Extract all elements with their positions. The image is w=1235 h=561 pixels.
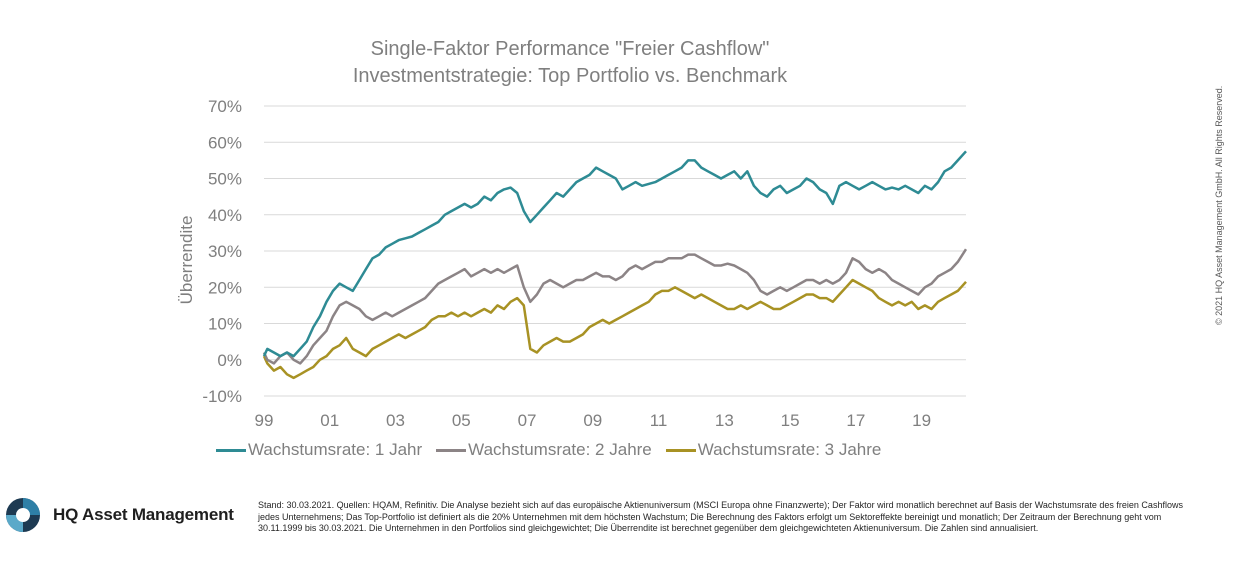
y-tick-label: -10% [202,387,242,406]
legend-item: Wachstumsrate: 3 Jahre [665,440,882,460]
x-tick-label: 09 [583,411,602,430]
y-tick-label: 10% [208,315,242,334]
legend-swatch [436,448,467,452]
legend-item: Wachstumsrate: 1 Jahr [216,440,422,460]
chart-title-block: Single-Faktor Performance "Freier Cashfl… [260,36,880,90]
legend-swatch [216,448,246,452]
y-tick-label: 40% [208,206,242,225]
series-line [262,248,968,365]
x-tick-label: 01 [320,411,339,430]
y-tick-label: 50% [208,170,242,189]
y-tick-label: 0% [217,351,242,370]
x-tick-label: 05 [452,411,471,430]
company-logo: HQ Asset Management [5,497,234,533]
x-tick-label: 99 [255,411,274,430]
footnote: Stand: 30.03.2021. Quellen: HQAM, Refini… [258,500,1183,533]
y-tick-label: 60% [208,133,242,152]
x-tick-label: 19 [912,411,931,430]
y-tick-label: 70% [208,97,242,116]
x-tick-label: 07 [518,411,537,430]
copyright-notice: © 2021 HQ Asset Management GmbH. All Rig… [1214,85,1224,325]
series-line [262,150,967,358]
y-tick-label: 30% [208,242,242,261]
hq-logo-icon [6,498,40,532]
x-tick-label: 15 [781,411,800,430]
chart-title: Single-Faktor Performance "Freier Cashfl… [370,38,770,60]
x-tick-label: 17 [846,411,865,430]
y-axis-label: Überrendite [177,216,196,305]
chart-subtitle: Investmentstrategie: Top Portfolio vs. B… [352,65,788,87]
series-lines [262,150,968,380]
x-axis-ticks: 99 01 03 05 07 09 11 13 15 17 19 [255,411,932,430]
legend-label: Wachstumsrate: 2 Jahre [468,440,652,459]
y-axis-ticks: -10% 0% 10% 20% 30% 40% 50% 60% 70% [202,97,242,406]
logo-text: HQ Asset Management [53,505,234,524]
y-tick-label: 20% [208,278,242,297]
x-tick-label: 11 [650,411,668,430]
x-tick-label: 13 [715,411,734,430]
legend-label: Wachstumsrate: 3 Jahre [697,440,882,459]
legend-swatch [665,448,696,452]
legend-label: Wachstumsrate: 1 Jahr [248,440,423,459]
x-tick-label: 03 [386,411,405,430]
series-line [262,278,967,380]
legend-item: Wachstumsrate: 2 Jahre [436,440,652,460]
legend: Wachstumsrate: 1 Jahr Wachstumsrate: 2 Ja… [216,440,895,460]
